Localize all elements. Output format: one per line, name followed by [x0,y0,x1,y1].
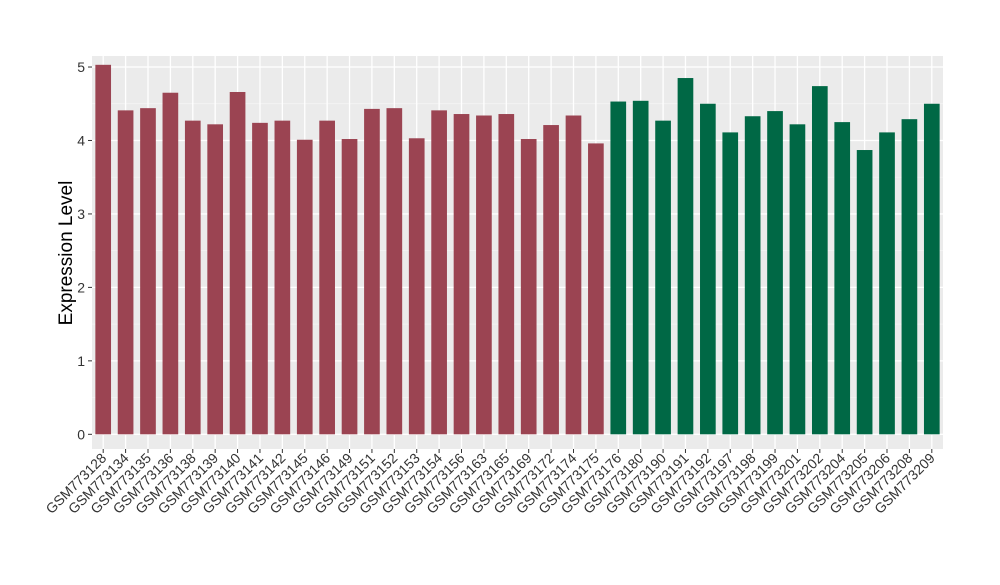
bar [184,120,201,435]
bar [879,132,895,435]
bar [229,91,246,435]
bar [431,110,447,435]
bar [140,108,156,435]
bar [117,110,134,435]
bar [588,143,604,435]
bar [722,132,739,435]
bar [274,120,291,435]
bar [811,86,828,435]
bar [476,115,492,435]
y-axis: 0 1 2 3 4 5 [77,59,92,442]
bar [565,115,582,435]
bar [341,139,358,435]
bar [453,114,470,435]
bar [386,108,403,435]
bar [520,139,537,435]
bar [319,120,335,435]
y-tick-label: 2 [77,279,85,295]
bar [789,124,806,435]
bar [207,124,224,435]
y-tick-label: 0 [77,426,85,442]
bar [610,101,627,435]
bar [364,108,380,435]
bar [543,125,559,435]
y-tick-label: 5 [77,59,85,75]
bar [677,78,694,435]
y-tick-label: 4 [77,132,85,148]
x-axis: GSM773128GSM773134GSM773135GSM773136GSM7… [42,449,938,517]
bar [655,120,671,435]
bar [901,119,918,435]
y-axis-title: Expression Level [56,181,77,326]
bar [923,103,940,435]
bar [700,103,716,435]
bar [856,150,873,435]
bar [296,139,313,435]
bar [408,138,425,435]
y-tick-label: 1 [77,353,85,369]
bar [162,92,179,435]
bar [632,100,649,435]
bar [744,116,761,435]
bar [498,114,515,435]
y-tick-label: 3 [77,206,85,222]
bar [834,122,851,435]
bar [95,64,112,435]
bars [95,64,940,435]
bar [767,111,783,435]
bar [252,122,268,435]
